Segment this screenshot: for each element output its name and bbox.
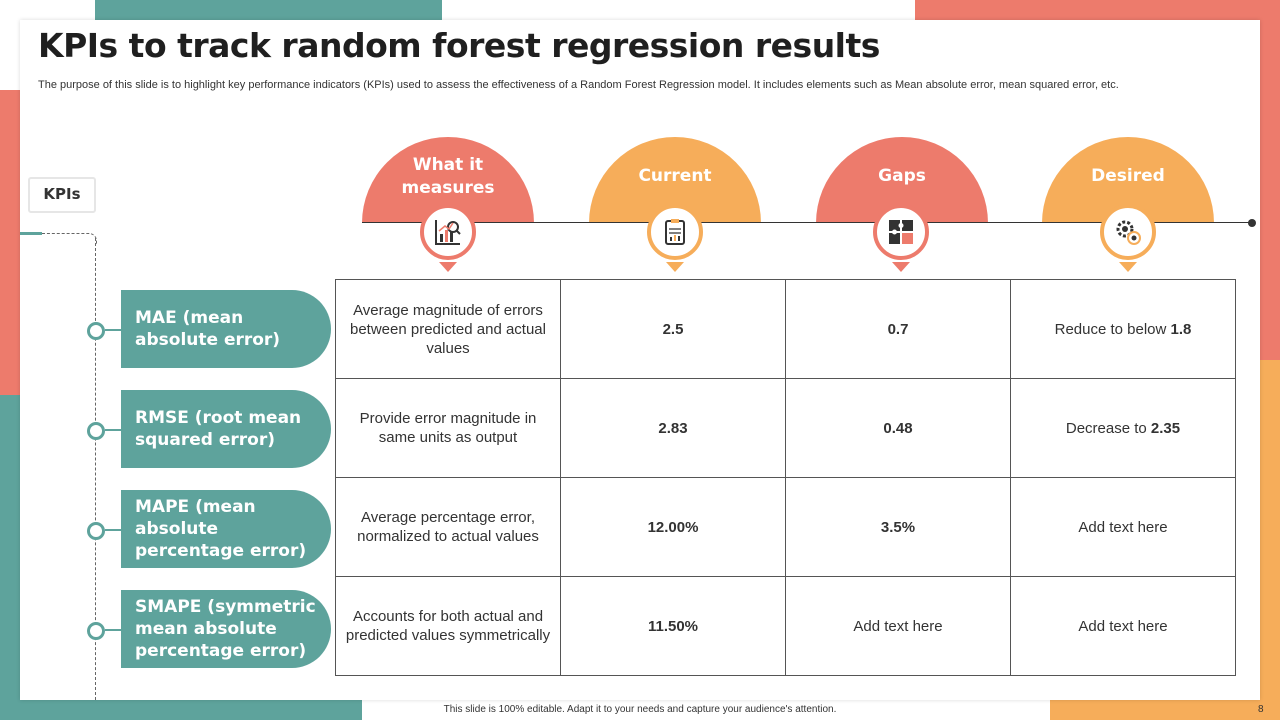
cell-gaps: 0.7 xyxy=(785,279,1011,379)
cell-current: 11.50% xyxy=(560,576,786,676)
desired-text: Decrease to xyxy=(1065,419,1151,437)
cell-current: 2.83 xyxy=(560,378,786,478)
pointer-triangle xyxy=(666,262,684,272)
timeline-end-dot xyxy=(1248,219,1256,227)
desired-text: Add text here xyxy=(1078,518,1168,536)
table-row: Provide error magnitude in same units as… xyxy=(335,378,1236,478)
table-row: Average percentage error, normalized to … xyxy=(335,477,1236,577)
kpi-underline xyxy=(20,232,42,235)
header-timeline xyxy=(362,222,1252,223)
cell-measures: Provide error magnitude in same units as… xyxy=(335,378,561,478)
kpi-node-link xyxy=(105,329,121,331)
kpi-node xyxy=(87,522,105,540)
cell-measures: Average magnitude of errors between pred… xyxy=(335,279,561,379)
cell-current: 2.5 xyxy=(560,279,786,379)
decor-teal-top xyxy=(95,0,442,20)
header-line: Current xyxy=(638,166,712,186)
cell-current: 12.00% xyxy=(560,477,786,577)
kpi-node-link xyxy=(105,529,121,531)
page-subtitle: The purpose of this slide is to highligh… xyxy=(38,79,1119,91)
decor-coral-left xyxy=(0,90,20,420)
kpi-node xyxy=(87,622,105,640)
desired-text: Add text here xyxy=(1078,617,1168,635)
kpi-pill-rmse: RMSE (root mean squared error) xyxy=(121,390,331,468)
desired-value: 2.35 xyxy=(1150,419,1181,437)
decor-teal-left xyxy=(0,395,20,720)
puzzle-icon xyxy=(873,204,929,260)
cell-desired: Add text here xyxy=(1010,477,1236,577)
header-line: What it xyxy=(412,155,484,175)
desired-text: Reduce to below xyxy=(1054,320,1171,338)
header-line: Desired xyxy=(1091,166,1165,186)
kpi-pill-mae: MAE (mean absolute error) xyxy=(121,290,331,368)
cell-gaps: Add text here xyxy=(785,576,1011,676)
kpi-node-link xyxy=(105,429,121,431)
cell-measures: Average percentage error, normalized to … xyxy=(335,477,561,577)
cell-desired: Reduce to below 1.8 xyxy=(1010,279,1236,379)
page-number: 8 xyxy=(1258,704,1264,715)
kpi-header: KPIs xyxy=(28,177,96,219)
kpi-table: Average magnitude of errors between pred… xyxy=(335,279,1236,676)
cell-gaps: 0.48 xyxy=(785,378,1011,478)
footer-note: This slide is 100% editable. Adapt it to… xyxy=(443,704,837,715)
desired-value: 1.8 xyxy=(1170,320,1192,338)
page-title: KPIs to track random forest regression r… xyxy=(38,26,880,65)
pointer-triangle xyxy=(439,262,457,272)
header-line: Gaps xyxy=(878,166,926,186)
gear-target-icon xyxy=(1100,204,1156,260)
pointer-triangle xyxy=(892,262,910,272)
kpi-label: KPIs xyxy=(43,185,81,203)
cell-desired: Add text here xyxy=(1010,576,1236,676)
header-line: measures xyxy=(401,178,495,198)
kpi-pill-smape: SMAPE (symmetric mean absolute percentag… xyxy=(121,590,331,668)
table-row: Accounts for both actual and predicted v… xyxy=(335,576,1236,676)
monitor-icon xyxy=(28,177,96,213)
connector-curve xyxy=(42,233,97,244)
cell-desired: Decrease to 2.35 xyxy=(1010,378,1236,478)
kpi-pill-mape: MAPE (mean absolute percentage error) xyxy=(121,490,331,568)
cell-gaps: 3.5% xyxy=(785,477,1011,577)
connector-line xyxy=(95,238,96,700)
pointer-triangle xyxy=(1119,262,1137,272)
report-clipboard-icon xyxy=(647,204,703,260)
chart-analysis-icon xyxy=(420,204,476,260)
table-row: Average magnitude of errors between pred… xyxy=(335,279,1236,379)
kpi-node-link xyxy=(105,629,121,631)
kpi-node xyxy=(87,322,105,340)
kpi-node xyxy=(87,422,105,440)
decor-teal-bottom xyxy=(0,700,362,720)
cell-measures: Accounts for both actual and predicted v… xyxy=(335,576,561,676)
